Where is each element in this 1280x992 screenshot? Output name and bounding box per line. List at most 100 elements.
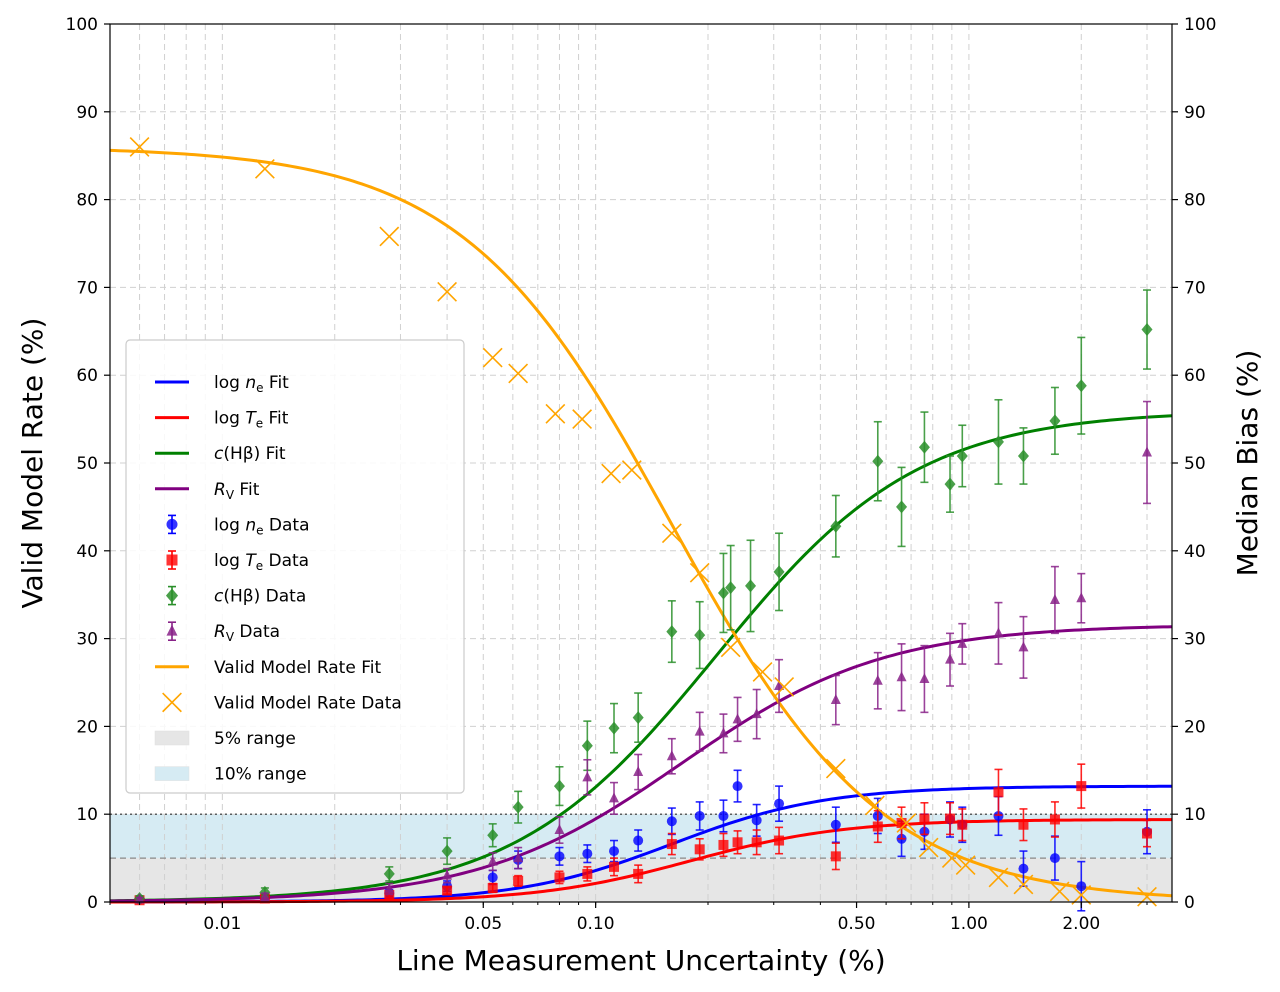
legend-label: c(Hβ) Fit xyxy=(214,444,286,464)
data-point-log-n-e-data xyxy=(487,872,498,883)
data-point-log-t-e-data xyxy=(957,819,968,830)
legend-label-var: n xyxy=(245,373,256,393)
data-point-r-v-data xyxy=(582,771,593,782)
y2-axis-title: Median Bias (%) xyxy=(1231,350,1264,577)
data-point-c-h-data xyxy=(745,579,757,593)
data-point-c-h-data xyxy=(553,779,565,793)
legend-marker xyxy=(166,518,178,530)
marker-stroke xyxy=(379,226,400,247)
data-point-valid-model-rate-data xyxy=(572,409,593,430)
data-point-log-t-e-data xyxy=(896,817,907,828)
data-point-log-t-e-data xyxy=(718,839,729,850)
legend-label-tail: Fit xyxy=(264,373,290,393)
y2-tick-label: 0 xyxy=(1184,893,1195,913)
data-point-r-v-data xyxy=(896,671,907,682)
legend-label-main: Valid Model Rate Data xyxy=(214,693,402,713)
legend-label-tail: Fit xyxy=(263,409,289,429)
data-point-log-t-e-data xyxy=(633,868,644,879)
legend-label-main: log xyxy=(214,515,245,535)
marker-stroke xyxy=(437,281,458,302)
data-point-c-h-data xyxy=(896,500,908,514)
marker-stroke xyxy=(545,403,566,424)
legend-label-tail: Fit xyxy=(234,480,260,500)
data-point-r-v-data xyxy=(554,824,565,835)
data-point-log-t-e-data xyxy=(487,882,498,893)
legend-entry: log Te Fit xyxy=(155,409,289,431)
data-point-valid-model-rate-data xyxy=(254,158,275,179)
data-point-c-h-data xyxy=(992,435,1004,449)
data-point-valid-model-rate-data xyxy=(1071,885,1092,905)
data-point-valid-model-rate-data xyxy=(941,848,962,869)
data-point-r-v-data xyxy=(919,672,930,683)
x-axis-title: Line Measurement Uncertainty (%) xyxy=(396,944,885,977)
legend-label-main: 10% range xyxy=(214,765,307,785)
marker-stroke xyxy=(482,347,503,368)
y-tick-label: 0 xyxy=(87,893,98,913)
data-point-valid-model-rate-data xyxy=(955,855,976,876)
data-point-valid-model-rate-data xyxy=(918,837,939,858)
y-tick-label: 40 xyxy=(76,542,98,562)
legend-label-tail: Data xyxy=(234,622,280,642)
data-point-r-v-data xyxy=(134,893,145,904)
data-point-log-t-e-data xyxy=(1076,781,1087,792)
data-point-r-v-data xyxy=(513,852,524,863)
x-tick-label: 0.50 xyxy=(838,914,876,934)
data-point-log-n-e-data xyxy=(633,835,644,846)
legend-entry: log ne Data xyxy=(166,514,310,537)
data-point-c-h-data xyxy=(872,454,884,468)
y-axis-ticks: 0 10 20 30 40 50 60 70 80 90 100 xyxy=(66,15,110,913)
marker-stroke xyxy=(572,409,593,430)
y-tick-label: 50 xyxy=(76,454,98,474)
legend-label-sub: e xyxy=(256,559,263,573)
marker-stroke xyxy=(129,137,150,157)
legend-label: Valid Model Rate Fit xyxy=(214,658,381,678)
data-point-valid-model-rate-data xyxy=(601,463,622,484)
data-point-valid-model-rate-data xyxy=(621,460,642,480)
marker-stroke xyxy=(988,867,1009,888)
legend-label: log Te Fit xyxy=(214,409,289,431)
data-point-valid-model-rate-data xyxy=(720,637,741,658)
data-point-c-h-data xyxy=(666,625,678,639)
y2-tick-label: 40 xyxy=(1184,542,1206,562)
legend-label: RV Data xyxy=(214,622,280,644)
data-point-r-v-data xyxy=(1076,592,1087,603)
legend-entry: 5% range xyxy=(154,729,296,749)
x-tick-label: 1.00 xyxy=(950,914,988,934)
legend-entry: Valid Model Rate Data xyxy=(162,692,402,713)
y2-tick-label: 70 xyxy=(1184,278,1206,298)
data-point-valid-model-rate-data xyxy=(661,523,682,544)
data-point-r-v-data xyxy=(1018,641,1029,652)
legend-label-tail: Data xyxy=(264,515,310,535)
x-tick-label: 2.00 xyxy=(1062,914,1100,934)
marker-stroke xyxy=(508,363,529,384)
legend-marker xyxy=(165,588,179,603)
data-point-log-t-e-data xyxy=(732,837,743,848)
marker-stroke xyxy=(941,848,962,869)
legend-label: log ne Fit xyxy=(214,373,289,395)
data-point-log-n-e-data xyxy=(993,810,1004,821)
y2-axis-ticks: 0 10 20 30 40 50 60 70 80 90 100 xyxy=(1172,15,1216,913)
y2-tick-label: 30 xyxy=(1184,630,1206,650)
legend-label-var: R xyxy=(214,480,226,500)
marker-stroke xyxy=(689,562,710,583)
legend-label-var: c xyxy=(214,587,224,607)
data-point-c-h-data xyxy=(581,739,593,753)
data-point-log-n-e-data xyxy=(718,810,729,821)
legend-label-sub: e xyxy=(256,523,263,537)
legend-label-sub: V xyxy=(226,488,235,502)
data-point-c-h-data xyxy=(956,449,968,463)
legend-entry: log Te Data xyxy=(166,550,309,573)
y2-tick-label: 90 xyxy=(1184,103,1206,123)
legend-entry: RV Data xyxy=(166,621,280,644)
legend-label-main: log xyxy=(214,551,245,571)
marker-stroke xyxy=(621,460,642,480)
legend-label-main: 5% range xyxy=(214,729,296,749)
marker-stroke xyxy=(774,676,795,697)
data-point-log-n-e-data xyxy=(1018,863,1029,874)
data-point-log-n-e-data xyxy=(1076,881,1087,892)
legend-entry: 10% range xyxy=(154,765,307,785)
data-point-r-v-data xyxy=(384,882,395,893)
data-point-r-v-data xyxy=(718,727,729,738)
marker-stroke xyxy=(955,855,976,876)
data-point-c-h-data xyxy=(383,867,395,881)
